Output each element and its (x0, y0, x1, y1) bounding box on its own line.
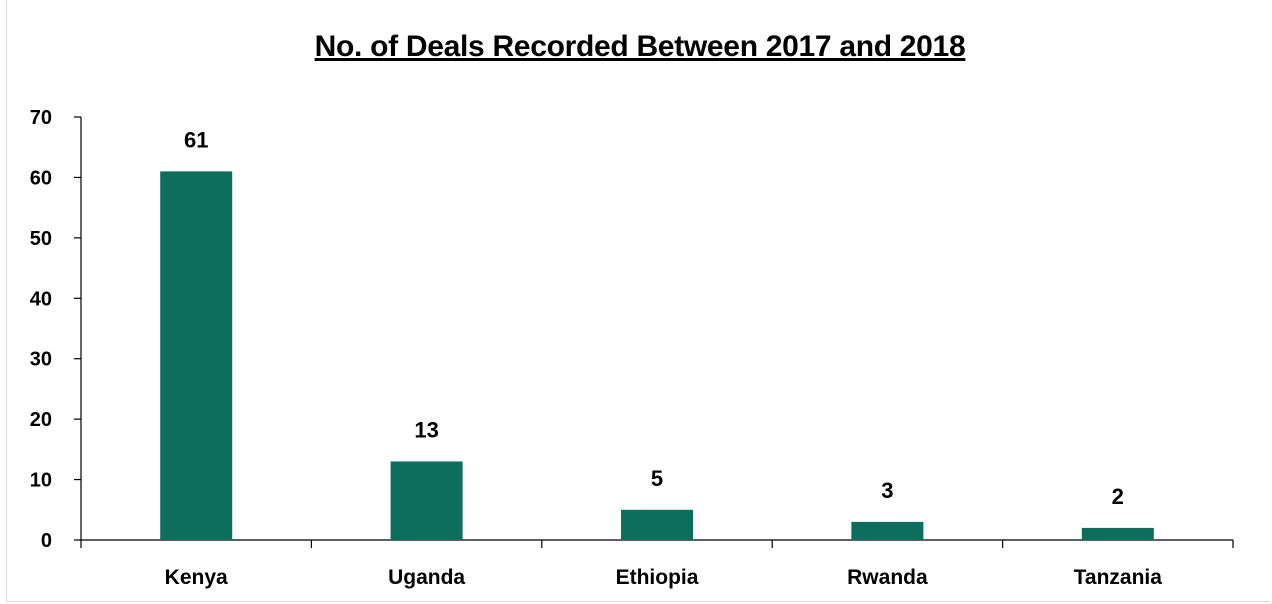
y-tick-label: 40 (30, 288, 52, 310)
y-tick-label: 60 (30, 167, 52, 189)
chart-frame (6, 0, 1270, 602)
data-label-ethiopia: 5 (651, 466, 663, 491)
y-tick-label: 50 (30, 228, 52, 250)
y-tick-label: 0 (41, 530, 52, 552)
x-tick-label-uganda: Uganda (388, 566, 465, 589)
x-tick-label-ethiopia: Ethiopia (616, 566, 699, 589)
bar-kenya (160, 171, 233, 540)
data-label-tanzania: 2 (1112, 484, 1124, 509)
y-tick-label: 20 (30, 409, 52, 431)
y-axis: 0 10 20 30 40 50 60 70 (30, 107, 82, 552)
y-tick-label: 30 (30, 349, 52, 371)
bar-ethiopia (621, 509, 693, 540)
data-labels: 61 13 5 3 2 (184, 127, 1124, 509)
bar-uganda (390, 461, 463, 540)
x-tick-label-tanzania: Tanzania (1074, 566, 1163, 589)
data-label-uganda: 13 (414, 417, 438, 442)
y-tick-label: 70 (30, 107, 52, 129)
data-label-rwanda: 3 (881, 478, 893, 503)
data-label-kenya: 61 (184, 127, 208, 152)
x-axis: Kenya Uganda Ethiopia Rwanda Tanzania (80, 539, 1234, 589)
x-tick-label-kenya: Kenya (165, 566, 228, 589)
x-tick-label-rwanda: Rwanda (847, 566, 928, 589)
y-tick-label: 10 (30, 470, 52, 492)
bar-rwanda (851, 521, 924, 540)
bar-tanzania (1081, 527, 1154, 540)
bars (160, 171, 1154, 540)
chart-title: No. of Deals Recorded Between 2017 and 2… (314, 30, 966, 63)
